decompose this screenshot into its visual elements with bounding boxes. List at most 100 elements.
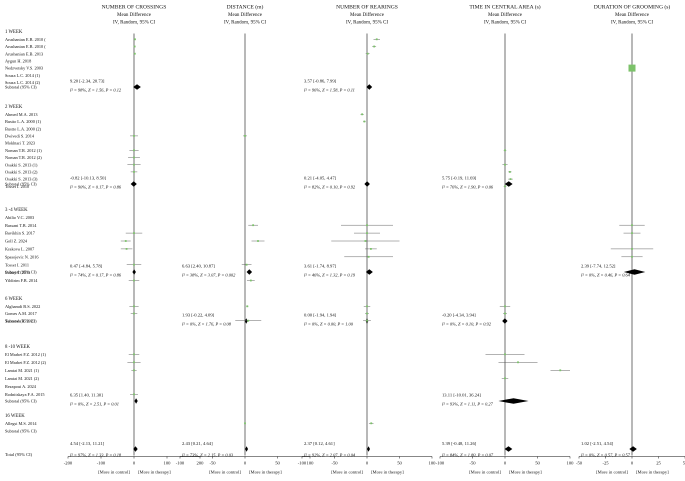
panel-subtitle: Mean Difference	[615, 13, 650, 18]
study-marker	[133, 52, 136, 55]
study-marker	[244, 422, 246, 425]
favours-therapy-label: [More in therapy]	[509, 470, 542, 475]
study-marker	[366, 312, 368, 315]
total-heterogeneity-text: I² = 92%, Z = 2.07, P = 0.04	[303, 453, 356, 459]
subtotal-label: Subtotal (95% CI)	[5, 270, 37, 275]
panel-method: IV, Random, 95% CI	[484, 21, 526, 26]
study-marker	[133, 135, 135, 137]
subtotal-estimate-text: 0.21 [-4.05, 4.47]	[304, 176, 337, 182]
total-heterogeneity-text: I² = 84%, Z = 1.80, P = 0.07	[441, 453, 494, 459]
favours-therapy-label: [More in therapy]	[636, 470, 669, 475]
x-tick-label: 25	[656, 461, 661, 466]
study-labels-column: 1 WEEK Arushanian E.B. 2010 (Arushanian E…	[5, 30, 47, 457]
favours-control-label: [More in control]	[596, 470, 628, 475]
panel-method: IV, Random, 95% CI	[611, 21, 653, 26]
panel-grooming: DURATION OF GROOMING (s) Mean Difference I…	[576, 4, 685, 475]
x-tick-label: -50	[209, 461, 216, 466]
subtotal-diamond	[244, 318, 248, 324]
study-marker	[133, 171, 135, 173]
panel-subtitle: Mean Difference	[488, 13, 523, 18]
study-label: Souza L.C. 2014 (1)	[5, 73, 41, 78]
study-marker	[124, 240, 127, 242]
subtotal-estimate-text: -0.82 [-10.13, 8.50]	[70, 176, 106, 182]
study-marker	[631, 232, 633, 234]
subtotal-diamond	[133, 84, 141, 90]
study-marker	[504, 377, 506, 380]
study-label: Goll Z. 2024	[5, 239, 28, 244]
subtotal-label: Subtotal (95% CI)	[5, 429, 37, 434]
study-marker	[133, 163, 135, 166]
panel-title: DURATION OF GROOMING (s)	[594, 4, 671, 11]
study-marker	[133, 353, 135, 356]
panel-subtitle: Mean Difference	[228, 13, 263, 18]
x-tick-label: -100	[176, 461, 185, 466]
x-tick-label: 100	[307, 461, 315, 466]
study-marker	[133, 305, 135, 308]
subtotal-estimate-text: 9.20 [-2.34, 20.73]	[70, 79, 105, 85]
study-marker	[366, 305, 368, 308]
x-tick-label: 100	[164, 461, 172, 466]
subtotal-heterogeneity-text: I² = 0%, Z = 0.46, P = 0.64	[580, 273, 631, 279]
study-label: Yildirim F.B. 2014	[5, 278, 38, 283]
subtotal-estimate-text: 13.11 [-10.01, 36.24]	[442, 393, 481, 399]
panel-distance: DISTANCE (m) Mean Difference IV, Random, 9…	[176, 4, 314, 475]
subtotal-heterogeneity-text: I² = 74%, Z = 0.17, P = 0.86	[69, 273, 122, 279]
subtotal-estimate-text: 6.35 [1.40, 11.30]	[70, 393, 103, 399]
subtotal-heterogeneity-text: I² = 0%, Z = 0.10, P = 0.92	[441, 322, 492, 328]
total-diamond	[629, 446, 637, 452]
group-header: 1 WEEK	[5, 30, 23, 35]
group-header: 2 WEEK	[5, 105, 23, 110]
subtotal-heterogeneity-text: I² = 0%, Z = 0.00, P = 1.00	[303, 322, 354, 328]
total-estimate-text: 2.43 [0.21, 4.64]	[182, 441, 213, 447]
study-label: Arushanian E.B. 2013	[5, 51, 43, 56]
subtotal-heterogeneity-text: I² = 93%, Z = 1.11, P = 0.27	[441, 402, 494, 408]
study-label: Dwivedi S. 2014	[5, 134, 35, 139]
panel-title: DISTANCE (m)	[227, 4, 264, 11]
x-tick-label: -50	[469, 461, 476, 466]
study-marker	[504, 305, 506, 308]
x-tick-label: 50	[397, 461, 402, 466]
total-label: Total (95% CI)	[5, 452, 33, 457]
study-label: Tarasova R. 2021	[5, 318, 35, 323]
panel-central: TIME IN CENTRAL AREA (s) Mean Difference I…	[436, 4, 574, 475]
study-label: Lamtai M. 2021 (1)	[5, 368, 39, 373]
study-marker	[134, 38, 136, 41]
study-marker	[504, 353, 506, 356]
study-marker	[366, 232, 368, 234]
subtotal-label: Subtotal (95% CI)	[5, 399, 37, 404]
subtotal-estimate-text: 5.75 [-0.19, 11.69]	[442, 176, 477, 182]
study-marker	[631, 255, 633, 258]
study-label: Nedzvetsky V.S. 2003	[5, 66, 43, 71]
x-tick-label: 50	[683, 461, 685, 466]
study-marker	[559, 369, 562, 372]
study-label: El Mrabet F.Z. 2012 (2)	[5, 360, 47, 365]
x-tick-label: -100	[97, 461, 106, 466]
favours-control-label: [More in control]	[98, 470, 130, 475]
study-marker	[366, 319, 368, 322]
study-marker	[366, 224, 368, 227]
x-tick-label: -25	[602, 461, 609, 466]
total-diamond	[367, 446, 370, 452]
study-label: Osakki S. 2013 (2)	[5, 170, 38, 175]
study-label: Lamtai M. 2021 (2)	[5, 376, 39, 381]
subtotal-heterogeneity-text: I² = 82%, Z = 0.10, P = 0.92	[303, 185, 356, 191]
study-marker	[252, 224, 255, 227]
study-marker	[504, 185, 506, 188]
subtotal-diamond	[498, 398, 529, 404]
subtotal-diamond	[246, 269, 253, 275]
study-marker	[133, 45, 136, 48]
total-diamond	[504, 446, 513, 452]
study-label: Ahmed M.A. 2013	[5, 112, 37, 117]
study-label: Bustto L.A. 2000 (1)	[5, 119, 41, 124]
study-label: El Mrabet F.Z. 2012 (1)	[5, 352, 47, 357]
favours-therapy-label: [More in therapy]	[249, 470, 282, 475]
favours-control-label: [More in control]	[209, 470, 241, 475]
study-marker	[363, 120, 366, 123]
total-diamond	[245, 446, 249, 452]
x-tick-label: 200	[197, 461, 205, 466]
total-estimate-text: 1.02 [-2.51, 4.54]	[581, 441, 614, 447]
study-marker	[628, 64, 636, 72]
study-marker	[133, 149, 135, 152]
subtotal-heterogeneity-text: I² = 98%, Z = 1.56, P = 0.12	[69, 88, 122, 94]
